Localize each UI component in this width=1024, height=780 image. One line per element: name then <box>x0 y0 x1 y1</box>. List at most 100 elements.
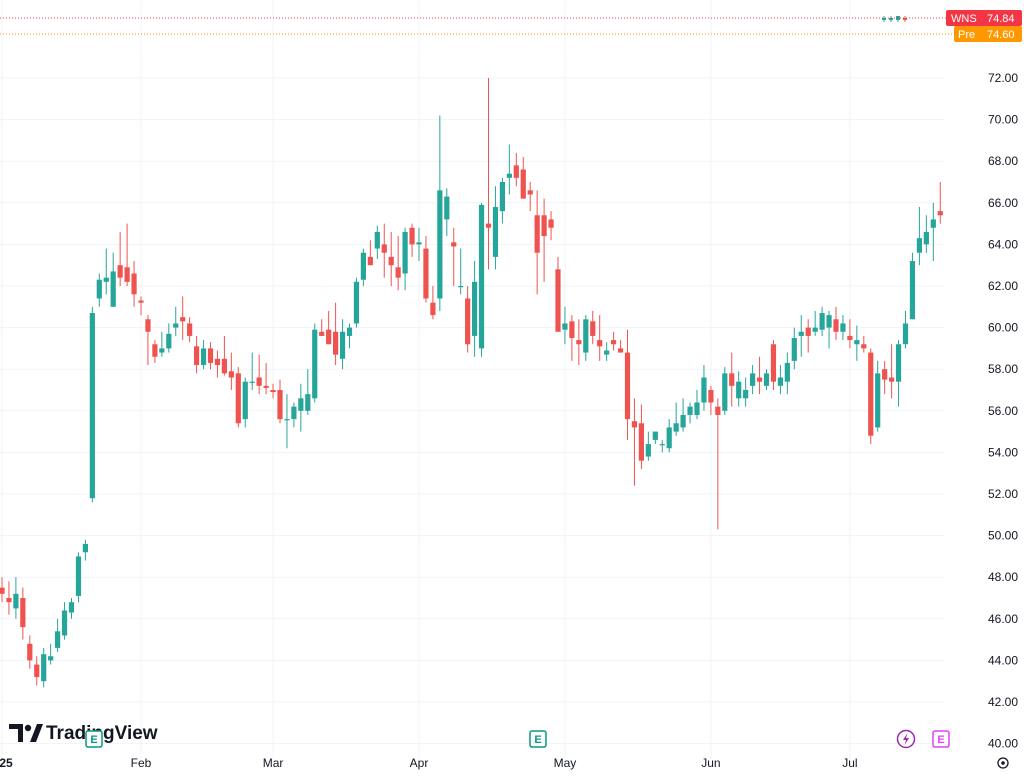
candle <box>68 598 75 619</box>
x-tick-label: Apr <box>410 756 429 770</box>
candle <box>180 296 186 341</box>
candle-body <box>534 215 540 253</box>
candle <box>34 656 40 686</box>
candle-body <box>854 340 860 345</box>
candle <box>840 315 846 341</box>
candle <box>465 286 471 353</box>
candle-body <box>666 427 672 449</box>
candle-body <box>221 358 227 374</box>
candle <box>416 227 422 262</box>
candle <box>597 315 603 361</box>
earnings-marker-apr-bg <box>529 730 547 748</box>
candle <box>75 552 82 603</box>
candle-body <box>527 190 533 195</box>
tradingview-logo[interactable]: TradingView <box>9 723 158 744</box>
symbol-tag-bg <box>946 10 1022 26</box>
candle <box>242 377 248 428</box>
candle <box>451 227 457 286</box>
candle <box>833 306 839 341</box>
earnings-marker-apr[interactable]: E <box>529 730 547 748</box>
candle-body <box>103 277 109 282</box>
earnings-marker-jan-letter: E <box>90 734 97 746</box>
candle-body <box>930 219 936 228</box>
candle-body <box>743 390 749 399</box>
candle-body <box>923 231 929 245</box>
candle <box>187 317 193 343</box>
y-axis[interactable]: 40.00 42.00 44.00 46.00 48.00 50.00 52.00 54.00… <box>988 71 1018 751</box>
candle <box>750 365 756 395</box>
candle <box>659 439 665 453</box>
candle <box>854 325 860 361</box>
candle-body <box>451 242 457 247</box>
earnings-marker-jan[interactable]: E <box>85 730 103 748</box>
candle <box>312 323 318 403</box>
candle <box>339 319 346 370</box>
candle <box>138 296 144 316</box>
candle-body <box>89 313 95 499</box>
candle-body <box>55 631 61 648</box>
candle-body <box>402 231 408 274</box>
candle-body <box>562 323 568 330</box>
candle <box>847 319 853 349</box>
earnings-marker-future[interactable]: E <box>932 730 950 748</box>
candle-body <box>409 227 415 245</box>
candle-body <box>96 279 102 299</box>
candle <box>875 360 881 432</box>
candle-body <box>472 281 478 336</box>
settings-gear-icon[interactable] <box>997 757 1009 769</box>
candle-body <box>381 244 387 253</box>
x-axis[interactable]: 2025 Feb Mar Apr May Jun Jul <box>0 756 858 770</box>
candle-body <box>20 598 26 628</box>
premarket-candle-body <box>903 18 907 20</box>
candle-body <box>492 206 499 257</box>
candle <box>624 329 631 440</box>
candle <box>520 157 526 199</box>
candle <box>395 236 401 291</box>
candle-body <box>430 302 436 316</box>
candle-body <box>159 348 165 353</box>
candle <box>472 261 478 357</box>
candle-body <box>659 444 665 446</box>
flash-news-icon[interactable] <box>896 729 916 749</box>
candle-body <box>228 371 234 378</box>
candle-body <box>694 402 700 415</box>
candle-body <box>937 211 943 216</box>
candle-body <box>916 238 922 253</box>
candle-body <box>826 315 832 328</box>
candle-body <box>235 373 241 424</box>
candle-body <box>68 602 75 613</box>
candle-body <box>590 321 596 336</box>
candle <box>346 323 353 349</box>
candle <box>194 335 200 374</box>
candle <box>736 371 742 407</box>
candle-body <box>173 323 179 328</box>
candle <box>506 144 512 195</box>
symbol-price-tag: WNS 74.84 <box>946 10 1022 26</box>
candle-body <box>346 327 353 336</box>
premarket-candle <box>882 16 886 22</box>
premarket-candle-body <box>889 18 893 20</box>
candle <box>784 352 790 395</box>
premarket-candle <box>889 16 893 22</box>
candle <box>430 286 436 320</box>
candle-body <box>736 381 742 399</box>
candle-body <box>701 377 707 403</box>
pre-tag-label: Pre <box>958 29 975 41</box>
candle <box>889 344 895 399</box>
candle <box>715 398 721 530</box>
candle-body <box>270 390 276 393</box>
candle-body <box>673 423 679 432</box>
candle-body <box>576 340 582 345</box>
y-tick-label: 62.00 <box>988 279 1018 293</box>
candle <box>228 352 234 390</box>
candle-body <box>812 327 818 332</box>
candle-body <box>604 350 610 355</box>
candle-body <box>833 319 839 332</box>
candle <box>604 342 610 361</box>
y-tick-label: 46.00 <box>988 612 1018 626</box>
candle-body <box>791 338 797 361</box>
candle-body <box>868 352 874 436</box>
y-tick-label: 52.00 <box>988 487 1018 501</box>
